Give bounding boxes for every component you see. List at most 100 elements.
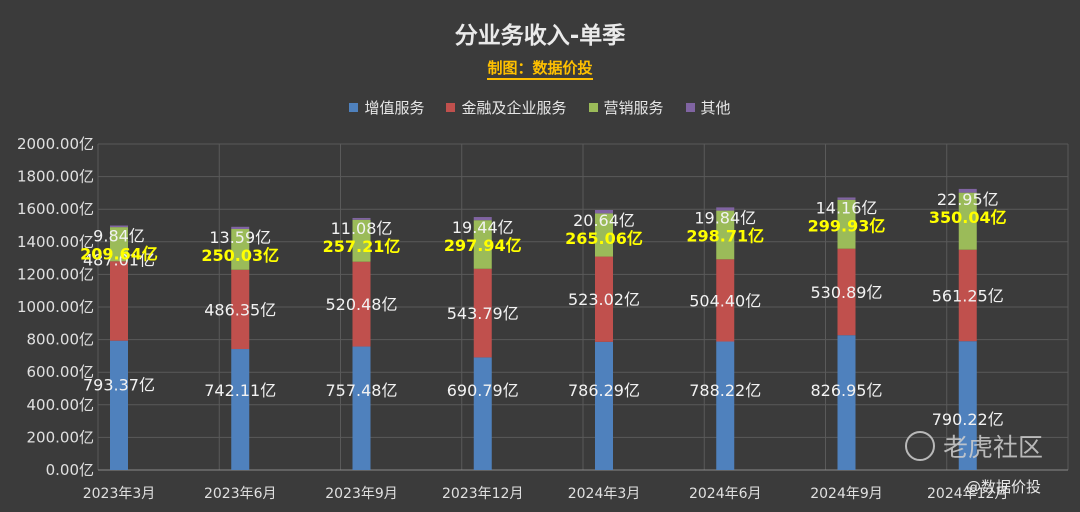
x-tick-label: 2023年12月 <box>442 486 523 502</box>
bar-segment <box>473 268 492 358</box>
data-label: 299.93亿 <box>808 216 886 235</box>
data-label: 520.48亿 <box>326 295 398 314</box>
y-tick-label: 400.00亿 <box>27 396 95 414</box>
data-label: 350.04亿 <box>929 208 1007 227</box>
data-label: 19.44亿 <box>452 218 514 237</box>
y-tick-label: 1800.00亿 <box>17 168 94 186</box>
y-tick-label: 0.00亿 <box>46 461 94 479</box>
data-label: 561.25亿 <box>932 286 1004 305</box>
data-label: 19.84亿 <box>694 208 756 227</box>
bar-segment <box>473 217 492 221</box>
legend-label: 金融及企业服务 <box>461 99 567 117</box>
legend-swatch <box>446 103 456 112</box>
watermark: 老虎社区 <box>905 428 1043 464</box>
bar-segment <box>231 349 250 470</box>
legend-label: 其他 <box>700 99 731 117</box>
data-label: 757.48亿 <box>326 381 398 400</box>
bar-segment <box>473 220 492 269</box>
bar-segment <box>595 210 613 214</box>
y-tick-label: 800.00亿 <box>27 331 95 349</box>
data-label: 504.40亿 <box>689 291 761 310</box>
legend-item: 增值服务 <box>349 97 424 118</box>
data-label: 793.37亿 <box>83 376 155 395</box>
legend-swatch <box>588 103 598 112</box>
bar-segment <box>595 256 613 342</box>
y-tick-label: 2000.00亿 <box>17 135 94 153</box>
data-label: 487.01亿 <box>83 250 155 269</box>
bar-segment <box>958 341 977 470</box>
x-tick-label: 2024年12月 <box>927 486 1008 502</box>
data-label: 297.94亿 <box>444 236 522 255</box>
x-tick-label: 2024年9月 <box>810 486 883 502</box>
bar-segment <box>352 261 371 347</box>
bar-segment <box>110 227 128 262</box>
tiger-logo-icon <box>905 431 935 461</box>
x-tick-label: 2023年6月 <box>204 486 277 502</box>
data-label: 265.06亿 <box>565 229 643 248</box>
bar-segment <box>110 225 128 228</box>
legend: 增值服务 金融及企业服务 营销服务 其他 <box>0 97 1080 118</box>
data-label: 14.16亿 <box>816 198 878 217</box>
bar-segment <box>231 269 250 350</box>
bar-segment <box>716 341 735 470</box>
y-tick-label: 1000.00亿 <box>17 298 94 316</box>
watermark-text: 老虎社区 <box>943 433 1044 462</box>
x-tick-label: 2024年6月 <box>689 486 762 502</box>
data-label: 20.64亿 <box>573 211 635 230</box>
data-label: 790.22亿 <box>932 410 1004 429</box>
bar-segment <box>958 192 977 250</box>
legend-label: 营销服务 <box>603 99 664 117</box>
data-label: 209.64亿 <box>80 245 158 264</box>
bar-segment <box>595 341 613 470</box>
bar-segment <box>716 210 735 260</box>
legend-swatch <box>685 103 695 112</box>
bar-segment <box>231 229 250 270</box>
legend-swatch <box>349 103 359 112</box>
bar-segment <box>837 248 856 336</box>
bar-segment <box>473 357 492 470</box>
bar-segment <box>837 335 856 470</box>
bar-segment <box>958 188 977 193</box>
credit-text: @数据价投 <box>966 478 1042 496</box>
bar-segment <box>716 207 735 211</box>
data-label: 826.95亿 <box>811 381 883 400</box>
chart-subtitle: 制图：数据价投 <box>0 57 1080 80</box>
data-label: 298.71亿 <box>686 226 764 245</box>
x-tick-label: 2024年3月 <box>568 486 641 502</box>
bar-segment <box>352 219 371 262</box>
y-tick-label: 200.00亿 <box>27 428 95 446</box>
bar-segment <box>110 261 128 341</box>
y-tick-label: 600.00亿 <box>27 363 95 381</box>
data-label: 523.02亿 <box>568 290 640 309</box>
data-label: 250.03亿 <box>201 246 279 265</box>
bar-segment <box>595 213 613 257</box>
data-label: 22.95亿 <box>937 190 999 209</box>
y-tick-label: 1600.00亿 <box>17 200 94 218</box>
legend-item: 金融及企业服务 <box>446 97 567 118</box>
legend-label: 增值服务 <box>364 99 425 117</box>
data-label: 786.29亿 <box>568 381 640 400</box>
data-label: 486.35亿 <box>204 300 276 319</box>
data-label: 11.08亿 <box>331 219 393 238</box>
bar-segment <box>352 217 371 220</box>
data-label: 13.59亿 <box>209 228 271 247</box>
legend-item: 营销服务 <box>588 97 664 118</box>
chart-subtitle-text: 制图：数据价投 <box>487 59 593 80</box>
bar-segment <box>231 226 250 230</box>
data-label: 9.84亿 <box>93 227 145 246</box>
bar-segment <box>352 346 371 470</box>
data-label: 788.22亿 <box>689 381 761 400</box>
bar-segment <box>958 249 977 342</box>
x-tick-label: 2023年9月 <box>325 486 398 502</box>
data-label: 690.79亿 <box>447 381 519 400</box>
bar-segment <box>837 199 856 249</box>
y-tick-label: 1400.00亿 <box>17 233 94 251</box>
data-label: 257.21亿 <box>323 237 401 256</box>
data-label: 742.11亿 <box>204 381 276 400</box>
data-label: 543.79亿 <box>447 304 519 323</box>
bar-segment <box>716 259 735 342</box>
x-tick-label: 2023年3月 <box>83 486 156 502</box>
y-tick-label: 1200.00亿 <box>17 265 94 283</box>
legend-item: 其他 <box>685 97 731 118</box>
